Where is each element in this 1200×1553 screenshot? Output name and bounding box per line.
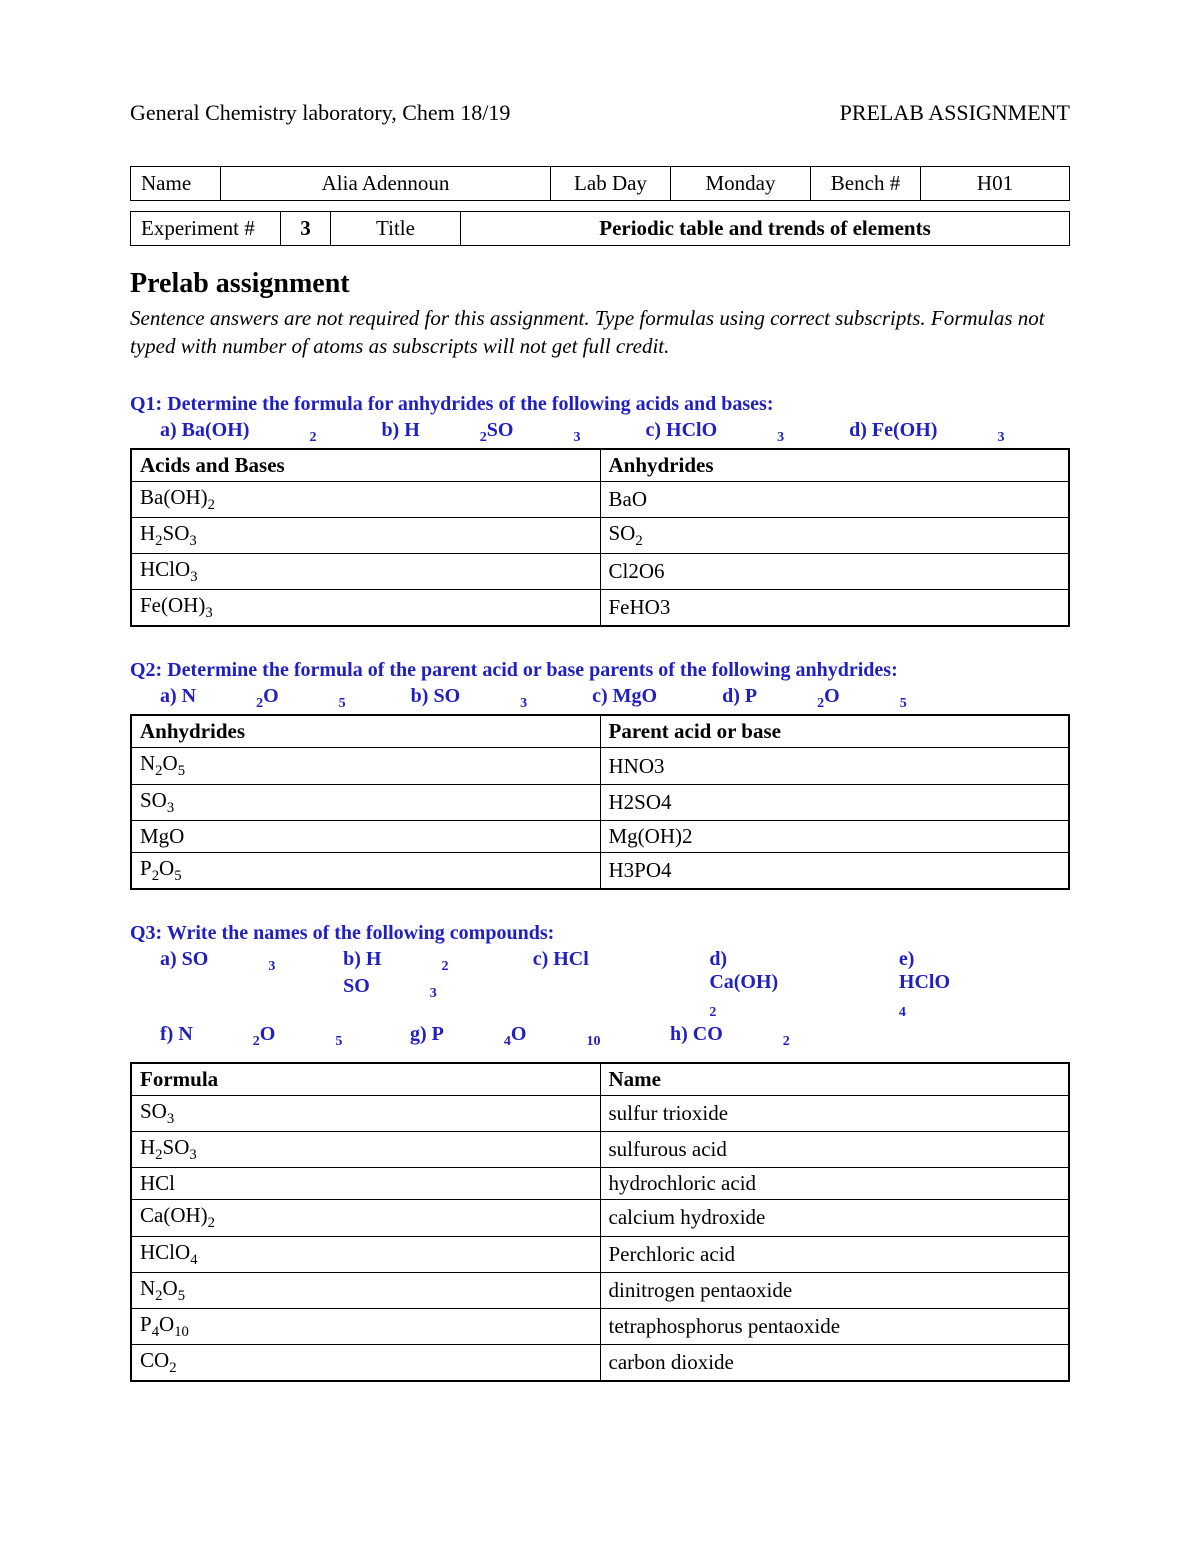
- table-row: Fe(OH)3FeHO3: [131, 590, 1069, 627]
- table-cell: Cl2O6: [600, 554, 1069, 590]
- bench-value: H01: [921, 167, 1070, 201]
- table-cell: HClO4: [131, 1236, 600, 1272]
- labday-label: Lab Day: [551, 167, 671, 201]
- q2-options: a) N2O5 b) SO3 c) MgO d) P2O5: [130, 685, 1070, 712]
- table-row: Ca(OH)2calcium hydroxide: [131, 1200, 1069, 1236]
- table-cell: HClO3: [131, 554, 600, 590]
- q3-opt-d: d) Ca(OH): [709, 948, 779, 994]
- table-row: N2O5HNO3: [131, 748, 1069, 784]
- title-value: Periodic table and trends of elements: [461, 212, 1070, 246]
- table-row: P4O10tetraphosphorus pentaoxide: [131, 1308, 1069, 1344]
- table-cell: Ba(OH)2: [131, 481, 600, 517]
- table-cell: Fe(OH)3: [131, 590, 600, 627]
- table-cell: carbon dioxide: [600, 1345, 1069, 1382]
- q3-table: Formula Name SO3sulfur trioxideH2SO3sulf…: [130, 1062, 1070, 1382]
- q2-col1: Parent acid or base: [600, 715, 1069, 748]
- table-cell: sulfurous acid: [600, 1132, 1069, 1168]
- table-cell: Perchloric acid: [600, 1236, 1069, 1272]
- table-cell: CO2: [131, 1345, 600, 1382]
- experiment-label: Experiment #: [131, 212, 281, 246]
- q2-opt-a: a) N: [160, 685, 196, 708]
- q1-opt-d: d) Fe(OH): [849, 419, 937, 442]
- table-cell: HNO3: [600, 748, 1069, 784]
- name-label: Name: [131, 167, 221, 201]
- table-cell: P4O10: [131, 1308, 600, 1344]
- table-cell: SO2: [600, 517, 1069, 553]
- table-cell: H2SO3: [131, 1132, 600, 1168]
- info-table-2: Experiment # 3 Title Periodic table and …: [130, 211, 1070, 246]
- bench-label: Bench #: [811, 167, 921, 201]
- q3-opt-h: h) CO: [670, 1023, 723, 1046]
- table-cell: BaO: [600, 481, 1069, 517]
- q1-table: Acids and Bases Anhydrides Ba(OH)2BaOH2S…: [130, 448, 1070, 628]
- instructions-text: Sentence answers are not required for th…: [130, 304, 1070, 361]
- table-cell: Mg(OH)2: [600, 820, 1069, 852]
- q1-options: a) Ba(OH)2 b) H2SO3 c) HClO3 d) Fe(OH)3: [130, 419, 1070, 446]
- table-row: HClO4Perchloric acid: [131, 1236, 1069, 1272]
- q1-opt-a: a) Ba(OH): [160, 419, 249, 442]
- section-title: Prelab assignment: [130, 268, 1070, 300]
- table-row: P2O5H3PO4: [131, 852, 1069, 889]
- table-cell: calcium hydroxide: [600, 1200, 1069, 1236]
- table-cell: sulfur trioxide: [600, 1096, 1069, 1132]
- q3-col1: Name: [600, 1063, 1069, 1096]
- table-cell: dinitrogen pentaoxide: [600, 1272, 1069, 1308]
- table-row: N2O5dinitrogen pentaoxide: [131, 1272, 1069, 1308]
- table-cell: hydrochloric acid: [600, 1168, 1069, 1200]
- q3-col0: Formula: [131, 1063, 600, 1096]
- q3-opt-b: b) H: [343, 948, 381, 971]
- table-cell: tetraphosphorus pentaoxide: [600, 1308, 1069, 1344]
- table-row: H2SO3sulfurous acid: [131, 1132, 1069, 1168]
- name-value: Alia Adennoun: [221, 167, 551, 201]
- table-cell: MgO: [131, 820, 600, 852]
- q2-col0: Anhydrides: [131, 715, 600, 748]
- table-row: MgOMg(OH)2: [131, 820, 1069, 852]
- q1-opt-b: b) H: [381, 419, 419, 442]
- header-right: PRELAB ASSIGNMENT: [840, 100, 1070, 126]
- table-cell: H2SO3: [131, 517, 600, 553]
- q3-prompt: Q3: Write the names of the following com…: [130, 918, 1070, 948]
- q3-opt-f: f) N: [160, 1023, 193, 1046]
- table-cell: FeHO3: [600, 590, 1069, 627]
- q1-opt-c: c) HClO: [645, 419, 717, 442]
- q1-col0: Acids and Bases: [131, 449, 600, 482]
- q3-options-line1: a) SO3 b) H2SO3 c) HCl d) Ca(OH)2 e) HCl…: [130, 948, 1070, 1021]
- table-cell: H2SO4: [600, 784, 1069, 820]
- title-label: Title: [331, 212, 461, 246]
- table-cell: N2O5: [131, 748, 600, 784]
- q3-options-line2: f) N2O5 g) P4O10 h) CO2: [130, 1023, 1070, 1050]
- experiment-value: 3: [281, 212, 331, 246]
- table-cell: Ca(OH)2: [131, 1200, 600, 1236]
- labday-value: Monday: [671, 167, 811, 201]
- table-cell: SO3: [131, 784, 600, 820]
- table-cell: P2O5: [131, 852, 600, 889]
- table-row: CO2carbon dioxide: [131, 1345, 1069, 1382]
- q3-opt-g: g) P: [410, 1023, 444, 1046]
- table-cell: N2O5: [131, 1272, 600, 1308]
- info-table-1: Name Alia Adennoun Lab Day Monday Bench …: [130, 166, 1070, 201]
- table-row: Ba(OH)2BaO: [131, 481, 1069, 517]
- table-row: SO3sulfur trioxide: [131, 1096, 1069, 1132]
- page-header: General Chemistry laboratory, Chem 18/19…: [130, 100, 1070, 126]
- table-row: H2SO3 SO2: [131, 517, 1069, 553]
- q2-table: Anhydrides Parent acid or base N2O5HNO3S…: [130, 714, 1070, 890]
- q2-opt-d: d) P: [722, 685, 757, 708]
- document-page: General Chemistry laboratory, Chem 18/19…: [0, 0, 1200, 1462]
- q3-opt-c: c) HCl: [533, 948, 650, 1021]
- q2-opt-b: b) SO: [411, 685, 460, 708]
- header-left: General Chemistry laboratory, Chem 18/19: [130, 100, 510, 126]
- q2-opt-c: c) MgO: [592, 685, 657, 708]
- table-row: HClO3Cl2O6: [131, 554, 1069, 590]
- q1-col1: Anhydrides: [600, 449, 1069, 482]
- table-cell: H3PO4: [600, 852, 1069, 889]
- table-row: HClhydrochloric acid: [131, 1168, 1069, 1200]
- table-cell: HCl: [131, 1168, 600, 1200]
- table-cell: SO3: [131, 1096, 600, 1132]
- q3-opt-a: a) SO: [160, 948, 208, 971]
- q2-prompt: Q2: Determine the formula of the parent …: [130, 655, 1070, 685]
- table-row: SO3H2SO4: [131, 784, 1069, 820]
- q1-prompt: Q1: Determine the formula for anhydrides…: [130, 389, 1070, 419]
- q3-opt-e: e) HClO: [899, 948, 950, 994]
